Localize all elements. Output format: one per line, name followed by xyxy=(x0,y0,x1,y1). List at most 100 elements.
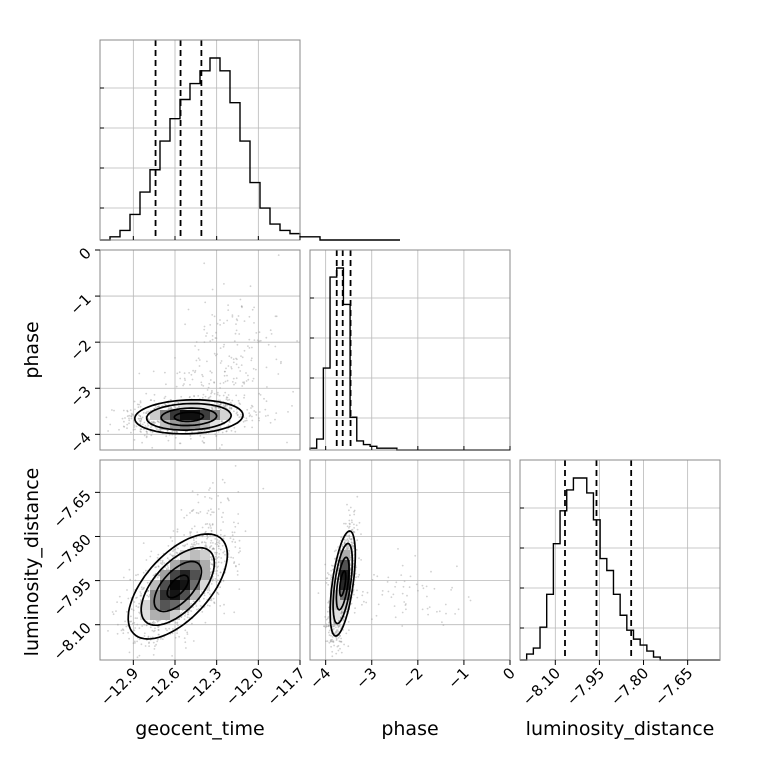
scatter-point xyxy=(139,591,142,593)
scatter-point xyxy=(248,415,251,418)
scatter-point xyxy=(328,629,331,632)
scatter-point xyxy=(201,396,204,399)
scatter-point xyxy=(328,634,331,636)
density-cell xyxy=(200,420,210,430)
contour-phase-luminosity_distance xyxy=(329,530,357,637)
scatter-point xyxy=(203,597,205,600)
contour-phase-luminosity_distance xyxy=(332,542,354,625)
density-cell xyxy=(340,550,350,560)
scatter-point xyxy=(225,430,228,432)
scatter-point xyxy=(237,551,240,554)
scatter-point xyxy=(214,407,217,409)
scatter-point xyxy=(130,415,133,417)
scatter-point xyxy=(356,539,359,542)
scatter-point xyxy=(347,547,350,550)
scatter-point xyxy=(232,538,235,541)
scatter-point xyxy=(209,370,212,373)
scatter-point xyxy=(212,408,214,411)
scatter-point xyxy=(177,401,180,404)
scatter-point xyxy=(139,422,142,425)
scatter-point xyxy=(426,595,428,598)
scatter-point xyxy=(126,423,129,426)
scatter-point xyxy=(212,511,215,514)
scatter-point xyxy=(243,396,245,399)
scatter-point xyxy=(338,625,341,628)
scatter-point xyxy=(227,498,230,501)
scatter-point xyxy=(206,360,208,363)
scatter-point xyxy=(346,546,349,549)
scatter-point xyxy=(333,632,336,635)
scatter-point xyxy=(191,545,194,548)
scatter-point xyxy=(230,429,233,432)
scatter-point xyxy=(351,521,353,524)
scatter-point xyxy=(218,403,221,406)
scatter-point xyxy=(206,534,209,537)
scatter-point xyxy=(244,530,247,533)
scatter-point xyxy=(219,605,222,607)
scatter-point xyxy=(215,331,217,334)
scatter-point xyxy=(131,413,134,416)
scatter-point xyxy=(223,374,226,377)
scatter-point xyxy=(335,630,337,633)
scatter-point xyxy=(127,631,129,634)
scatter-point xyxy=(145,436,148,439)
scatter-point xyxy=(179,377,182,380)
scatter-point xyxy=(275,412,278,414)
scatter-point xyxy=(233,410,235,413)
scatter-point xyxy=(195,540,198,543)
scatter-point xyxy=(363,600,365,603)
scatter-point xyxy=(152,630,155,633)
scatter-point xyxy=(202,393,205,396)
scatter-point xyxy=(214,337,217,339)
scatter-point xyxy=(131,622,134,625)
scatter-point xyxy=(223,612,226,615)
scatter-point xyxy=(167,545,170,547)
scatter-point xyxy=(210,598,213,600)
scatter-point xyxy=(195,511,198,514)
scatter-point xyxy=(137,406,140,409)
scatter-point xyxy=(227,365,230,367)
scatter-point xyxy=(167,566,170,569)
scatter-point xyxy=(415,583,418,586)
scatter-point xyxy=(166,629,168,632)
scatter-point xyxy=(335,639,338,641)
scatter-point xyxy=(224,370,226,373)
scatter-point xyxy=(238,588,241,590)
scatter-point xyxy=(176,530,179,533)
scatter-point xyxy=(219,571,222,574)
scatter-point xyxy=(220,420,223,423)
scatter-point xyxy=(221,478,224,481)
scatter-point xyxy=(126,410,129,413)
scatter-point xyxy=(211,579,214,582)
scatter-point xyxy=(323,625,326,628)
scatter-point xyxy=(141,416,144,419)
scatter-point xyxy=(216,592,219,594)
scatter-point xyxy=(146,410,149,413)
scatter-point xyxy=(349,523,351,525)
scatter-point xyxy=(213,381,216,384)
scatter-point xyxy=(450,589,452,591)
scatter-point xyxy=(222,404,225,406)
scatter-point xyxy=(176,552,179,554)
scatter-point xyxy=(371,618,373,621)
scatter-point xyxy=(204,496,206,498)
scatter-point xyxy=(328,621,330,624)
scatter-point xyxy=(190,531,193,533)
density-cell xyxy=(180,600,190,610)
scatter-point xyxy=(176,372,179,375)
y-axis-label-phase: phase xyxy=(21,321,43,378)
scatter-point xyxy=(130,417,133,420)
scatter-point xyxy=(258,392,261,395)
scatter-point xyxy=(353,611,356,614)
density-cell xyxy=(210,410,220,420)
scatter-point xyxy=(217,545,220,548)
scatter-point xyxy=(157,619,159,622)
scatter-point xyxy=(134,579,137,582)
scatter-point xyxy=(204,523,207,526)
density-cell xyxy=(190,410,200,420)
scatter-point xyxy=(210,558,213,561)
scatter-point xyxy=(237,366,240,369)
scatter-point xyxy=(209,324,212,326)
scatter-point xyxy=(196,531,199,533)
scatter-point xyxy=(184,431,187,433)
